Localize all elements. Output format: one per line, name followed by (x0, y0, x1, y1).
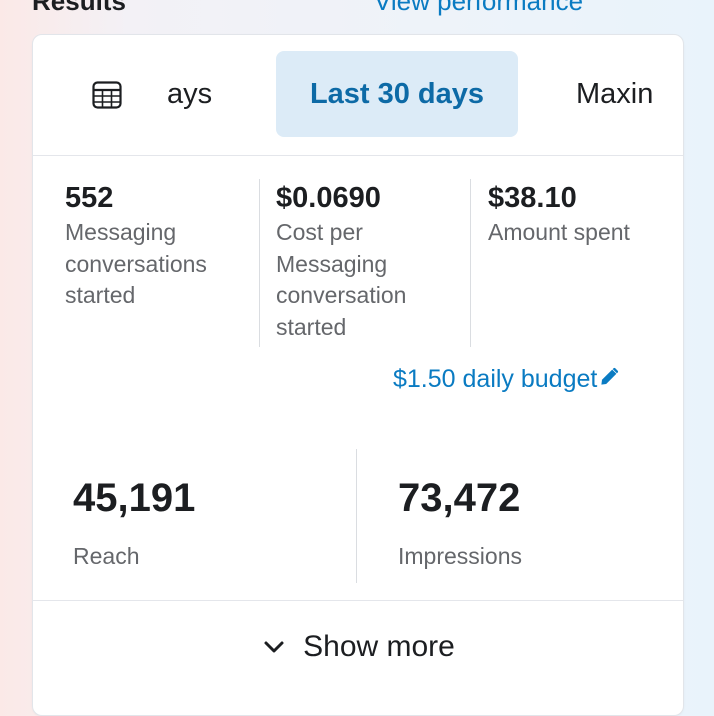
metric-impressions: 73,472 Impressions (398, 475, 522, 570)
metric-label: Amount spent (488, 219, 630, 245)
results-card: ays Last 30 days Maxin 552 Messaging con… (32, 34, 684, 716)
top-header: Results View performance (0, 0, 714, 16)
pencil-icon (597, 365, 619, 394)
calendar-grid-icon[interactable] (91, 79, 123, 111)
metric-reach: 45,191 Reach (73, 475, 195, 570)
divider (356, 449, 357, 583)
metric-value: $38.10 (488, 182, 577, 214)
metric-value: $0.0690 (276, 182, 381, 214)
metric-value: 45,191 (73, 476, 196, 520)
tab-custom-days[interactable]: ays (167, 78, 213, 110)
metric-label: Impressions (398, 543, 522, 569)
show-more-button[interactable]: Show more (33, 601, 683, 693)
daily-budget-link[interactable]: $1.50 daily budget (393, 365, 619, 394)
metric-conversations-started: 552 Messaging conversations started (65, 181, 255, 312)
divider (470, 179, 471, 347)
metric-label: Cost per Messaging conversation started (276, 219, 407, 340)
metric-value: 73,472 (398, 476, 521, 520)
metric-cost-per-conversation: $0.0690 Cost per Messaging conversation … (276, 181, 466, 343)
metric-value: 552 (65, 182, 114, 214)
metric-label: Reach (73, 543, 140, 569)
metric-label: Messaging conversations started (65, 219, 207, 308)
metric-amount-spent: $38.10 Amount spent (488, 181, 678, 249)
date-range-tabs: ays Last 30 days Maxin (33, 35, 683, 156)
view-performance-link[interactable]: View performance (374, 0, 584, 16)
daily-budget-label: $1.50 daily budget (393, 365, 598, 393)
section-title: Results (32, 0, 126, 16)
chevron-down-icon (261, 634, 287, 660)
divider (259, 179, 260, 347)
tab-maximum[interactable]: Maxin (576, 78, 654, 110)
divider (33, 600, 683, 601)
show-more-label: Show more (303, 630, 455, 663)
tab-last-30-days[interactable]: Last 30 days (276, 51, 518, 137)
